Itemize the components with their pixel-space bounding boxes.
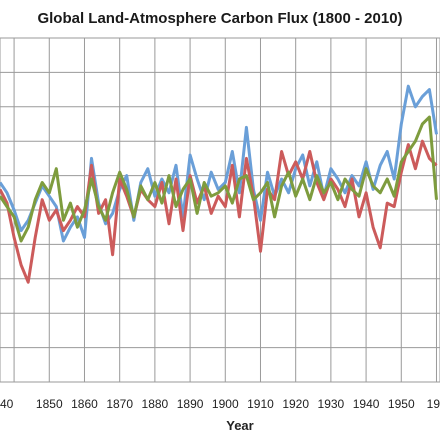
- x-tick-label: 1850: [36, 397, 63, 411]
- x-tick-label: 1920: [282, 397, 309, 411]
- series-layer: [0, 84, 438, 284]
- x-axis: 40 1850 1860 1870 1880 1890 1900 1910 1920 1930 19…: [0, 397, 440, 411]
- x-tick-label: 1900: [212, 397, 239, 411]
- series-line-1: [0, 84, 438, 243]
- x-tick-label: 40: [0, 397, 14, 411]
- series-line-3: [0, 115, 438, 243]
- x-tick-label: 19: [427, 397, 440, 411]
- x-tick-label: 1940: [353, 397, 380, 411]
- x-tick-label: 1930: [318, 397, 345, 411]
- x-axis-title: Year: [226, 418, 253, 433]
- x-tick-label: 1880: [142, 397, 169, 411]
- x-tick-label: 1890: [177, 397, 204, 411]
- x-tick-label: 1860: [71, 397, 98, 411]
- x-tick-label: 1950: [388, 397, 415, 411]
- x-tick-label: 1870: [106, 397, 133, 411]
- chart-title: Global Land-Atmosphere Carbon Flux (1800…: [37, 10, 403, 27]
- x-tick-label: 1910: [247, 397, 274, 411]
- grid: [0, 37, 440, 383]
